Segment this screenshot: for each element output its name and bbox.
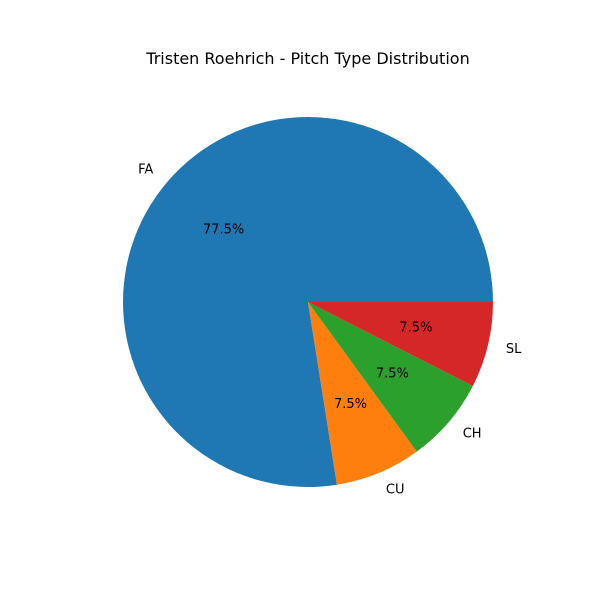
slice-label-cu: CU — [386, 483, 405, 498]
slice-percent-fa: 77.5% — [203, 222, 244, 237]
pie-slice-ch — [308, 302, 473, 452]
slice-label-sl: SL — [506, 342, 522, 357]
pie-slice-fa — [123, 116, 494, 487]
pie-slices — [123, 116, 494, 487]
pie-labels: FA 77.5% CU 7.5% CH 7.5% SL 7.5% — [138, 162, 522, 497]
chart-title: Tristen Roehrich - Pitch Type Distributi… — [145, 49, 469, 68]
slice-percent-cu: 7.5% — [334, 397, 367, 412]
slice-label-fa: FA — [138, 162, 153, 177]
pie-slice-sl — [308, 302, 493, 386]
slice-percent-ch: 7.5% — [376, 367, 409, 382]
slice-label-ch: CH — [463, 427, 482, 442]
pie-slice-cu — [308, 302, 417, 485]
slice-percent-sl: 7.5% — [399, 320, 432, 335]
